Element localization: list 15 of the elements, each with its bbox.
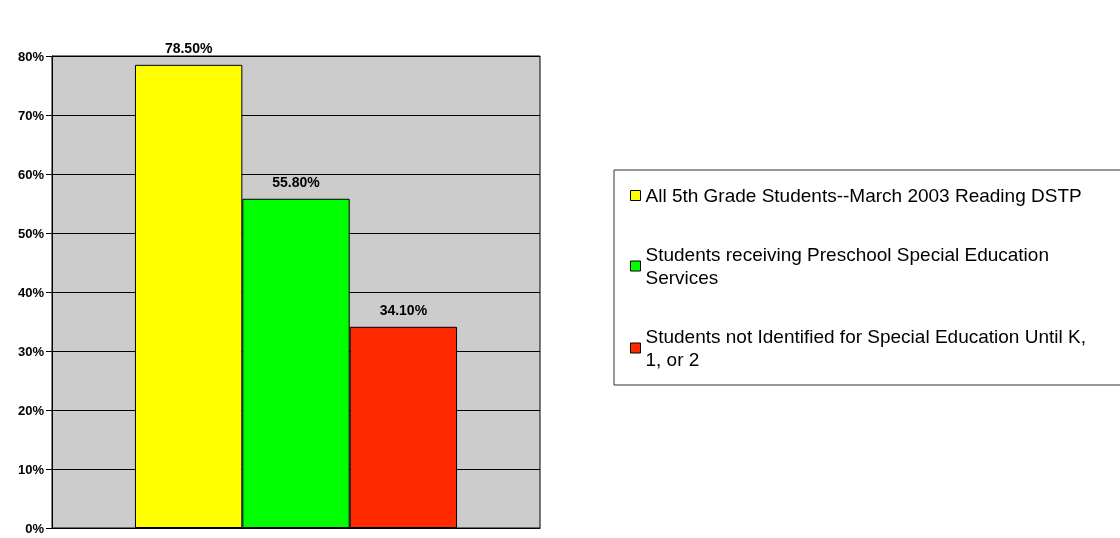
y-tick-label: 0% [25, 520, 45, 536]
legend-label: Students receiving Preschool Special Education Services [645, 244, 1055, 288]
legend-label: All 5th Grade Students--March 2003 Reading DSTP [645, 185, 1082, 206]
y-tick-label: 40% [17, 284, 45, 300]
data-label: 55.80% [272, 173, 321, 190]
data-label: 34.10% [379, 301, 428, 318]
y-tick-label: 70% [17, 107, 45, 123]
y-tick-label: 10% [17, 461, 45, 477]
y-tick-label: 30% [17, 343, 45, 359]
y-tick-label: 60% [17, 166, 45, 182]
y-tick-label: 50% [17, 225, 45, 241]
y-tick-label: 80% [17, 48, 45, 64]
data-label: 78.50% [164, 39, 213, 56]
y-tick-label: 20% [17, 402, 45, 418]
legend-label: Students not Identified for Special Education Until K, 1, or 2 [645, 326, 1092, 370]
